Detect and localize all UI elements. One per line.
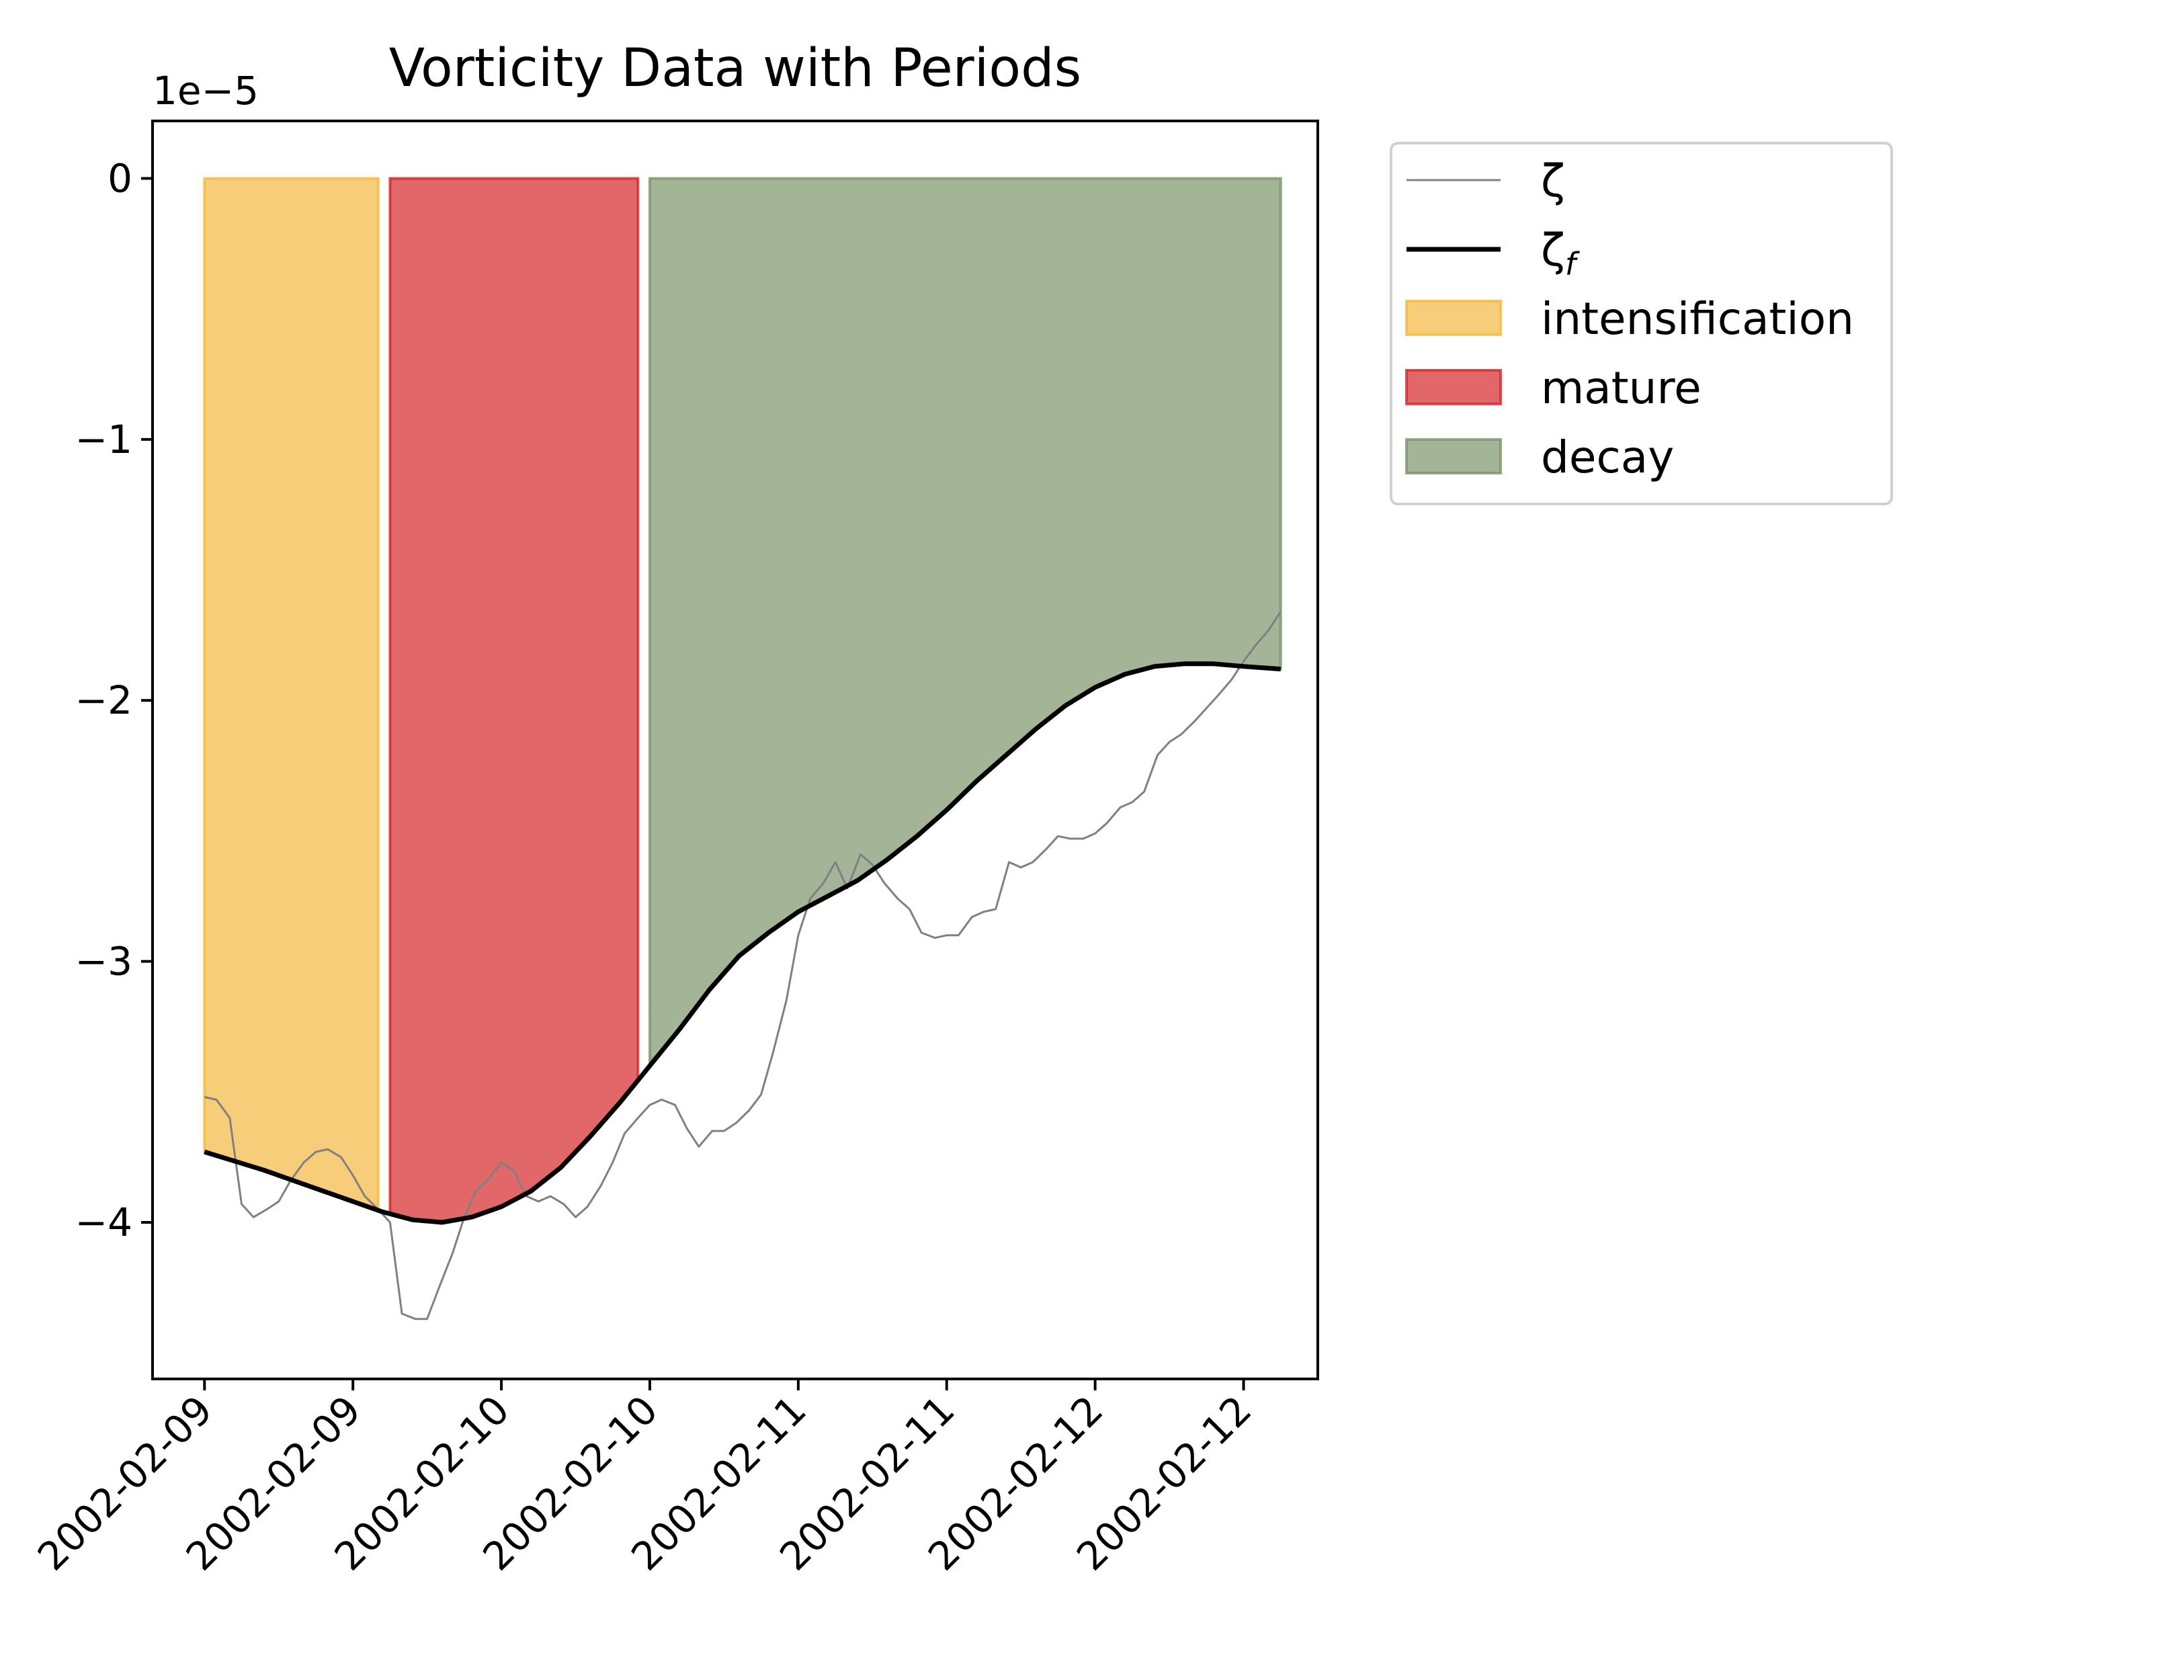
period-fill-mature: [388, 177, 640, 1224]
y-axis-ticks: 0 −1 −2 −3 −4: [75, 155, 153, 1245]
legend-label-mature: mature: [1541, 362, 1702, 414]
series-line-zeta: [204, 611, 1282, 1320]
series-lines: [204, 611, 1282, 1320]
axes-frame: [151, 120, 1319, 1380]
legend-label-decay: decay: [1541, 431, 1674, 483]
legend-swatch-decay: [1405, 438, 1502, 474]
legend-swatch-intensification: [1405, 300, 1502, 336]
x-axis-ticks: 2002-02-092002-02-092002-02-102002-02-10…: [29, 1379, 1260, 1579]
period-fills: [203, 177, 1282, 1224]
y-tick-label: −3: [75, 939, 133, 984]
y-tick-label: −1: [75, 417, 133, 462]
y-tick-label: 0: [108, 155, 132, 201]
y-tick-label: −4: [75, 1200, 133, 1245]
y-offset-label: 1e−5: [153, 68, 259, 114]
legend-swatch-mature: [1405, 369, 1502, 405]
period-fill-decay: [648, 177, 1282, 1070]
y-tick-label: −2: [75, 677, 133, 723]
legend-label-zeta: ζ: [1541, 155, 1565, 207]
series-line-zeta-f: [204, 661, 1282, 1225]
period-fill-intensification: [203, 177, 380, 1212]
legend-box: [1390, 142, 1893, 505]
legend-label-intensification: intensification: [1541, 293, 1854, 345]
chart-title: Vorticity Data with Periods: [389, 38, 1082, 99]
